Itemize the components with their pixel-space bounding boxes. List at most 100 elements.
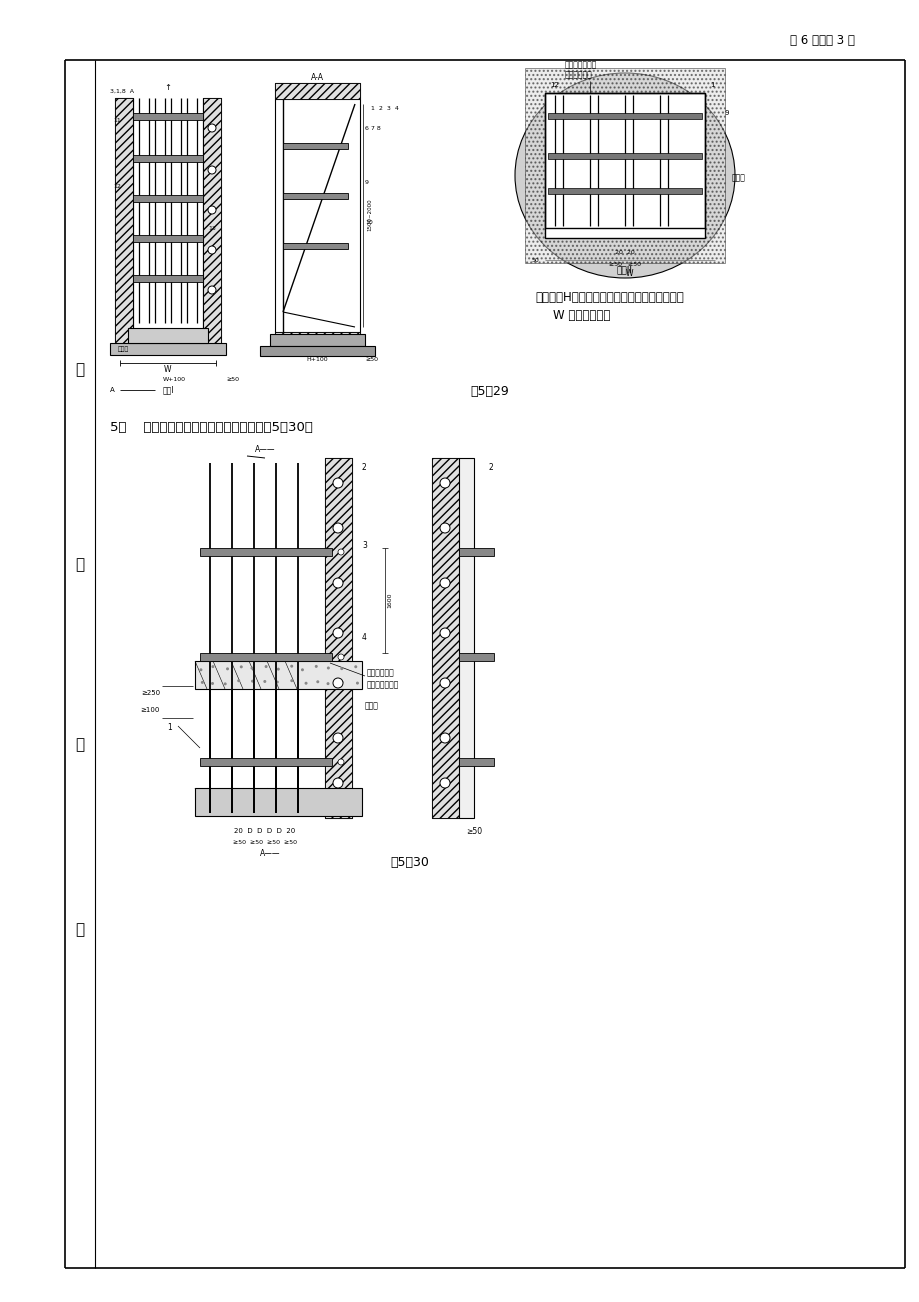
Circle shape [439,523,449,533]
Circle shape [333,578,343,589]
Bar [199,758,332,766]
Circle shape [240,665,243,668]
Circle shape [200,681,204,684]
Circle shape [226,668,229,671]
Bar [525,68,724,263]
Bar [275,332,359,348]
Bar [133,234,203,242]
Text: 10: 10 [365,220,372,225]
Circle shape [337,549,344,555]
Bar [283,243,347,249]
Text: W+100: W+100 [163,378,186,383]
Circle shape [208,165,216,174]
Circle shape [210,682,214,685]
Circle shape [439,678,449,687]
Bar [133,155,203,161]
Bar [275,83,359,99]
Text: 填料或石棉绳: 填料或石棉绳 [564,70,592,79]
Text: 3: 3 [361,542,367,551]
Bar [128,328,208,342]
Text: 4: 4 [361,634,367,642]
Text: W 表示其宽度。: W 表示其宽度。 [552,310,609,323]
Bar [432,458,459,818]
Bar [133,195,203,202]
Bar [203,98,221,348]
Circle shape [208,246,216,254]
Text: ≥50   ≥50: ≥50 ≥50 [608,262,641,267]
Text: 6 7 8: 6 7 8 [365,125,380,130]
Text: 11: 11 [113,117,121,122]
Bar [203,98,221,348]
Circle shape [211,665,214,668]
Bar [459,458,473,818]
Circle shape [263,680,266,684]
Circle shape [223,682,226,685]
Text: ≥50: ≥50 [226,378,239,383]
Bar [432,458,459,818]
Text: 12: 12 [550,82,558,89]
Text: ≥50: ≥50 [365,358,378,362]
Text: ≥50: ≥50 [465,827,482,836]
Bar [459,654,494,661]
Circle shape [439,478,449,488]
Circle shape [354,665,357,668]
Circle shape [250,667,254,669]
Circle shape [333,628,343,638]
Text: ↑: ↑ [165,83,171,92]
Text: 20  D  D  D  D  20: 20 D D D D 20 [234,828,295,835]
Text: 图5－30: 图5－30 [391,855,429,868]
Circle shape [208,286,216,294]
Circle shape [208,206,216,214]
Circle shape [439,628,449,638]
Circle shape [340,667,343,671]
Text: A——: A—— [255,445,275,454]
Text: 1500~2000: 1500~2000 [367,199,372,232]
Text: 3,1,8  A: 3,1,8 A [110,89,134,94]
Bar [275,332,359,348]
Text: 5、    电气垂井内电缆配线的垂直安装见图5－30。: 5、 电气垂井内电缆配线的垂直安装见图5－30。 [110,422,312,435]
Ellipse shape [515,73,734,279]
Circle shape [265,665,267,668]
Circle shape [276,681,278,684]
Circle shape [277,668,279,671]
Circle shape [237,680,240,682]
Bar [260,346,375,355]
Bar [324,458,352,818]
Text: A: A [110,387,115,393]
Text: W: W [626,270,633,279]
Text: 火填料或石棉绳: 火填料或石棉绳 [367,681,399,690]
Text: 交: 交 [75,362,85,378]
Bar [283,143,347,148]
Text: 注：图中H表示电缆桥架、封闭式母线等高度，: 注：图中H表示电缆桥架、封闭式母线等高度， [535,292,683,305]
Text: 9: 9 [365,181,369,185]
Bar [283,193,347,199]
Text: ≥100: ≥100 [141,707,160,713]
Circle shape [439,733,449,743]
Bar [275,83,359,99]
Circle shape [333,478,343,488]
Circle shape [289,665,293,668]
Text: 底: 底 [75,557,85,573]
Circle shape [333,733,343,743]
Text: ≥250: ≥250 [141,690,160,697]
Bar [548,113,701,118]
Text: 图5－29: 图5－29 [471,385,509,398]
Circle shape [337,654,344,660]
Bar [133,113,203,120]
Text: 方案II: 方案II [617,266,632,275]
Circle shape [333,779,343,788]
Text: 2: 2 [489,464,494,473]
Circle shape [290,680,293,682]
Text: 2: 2 [361,464,367,473]
Text: A-A: A-A [311,73,323,82]
Circle shape [304,682,307,685]
Text: 混凝土: 混凝土 [732,173,745,182]
Text: 20  20: 20 20 [615,250,634,255]
Text: 12: 12 [113,185,121,190]
Text: 13: 13 [208,225,216,230]
Text: H+100: H+100 [306,358,328,362]
Text: 1  2  3  4: 1 2 3 4 [370,105,399,111]
Circle shape [356,682,358,685]
Bar [133,275,203,283]
Bar [195,788,361,816]
